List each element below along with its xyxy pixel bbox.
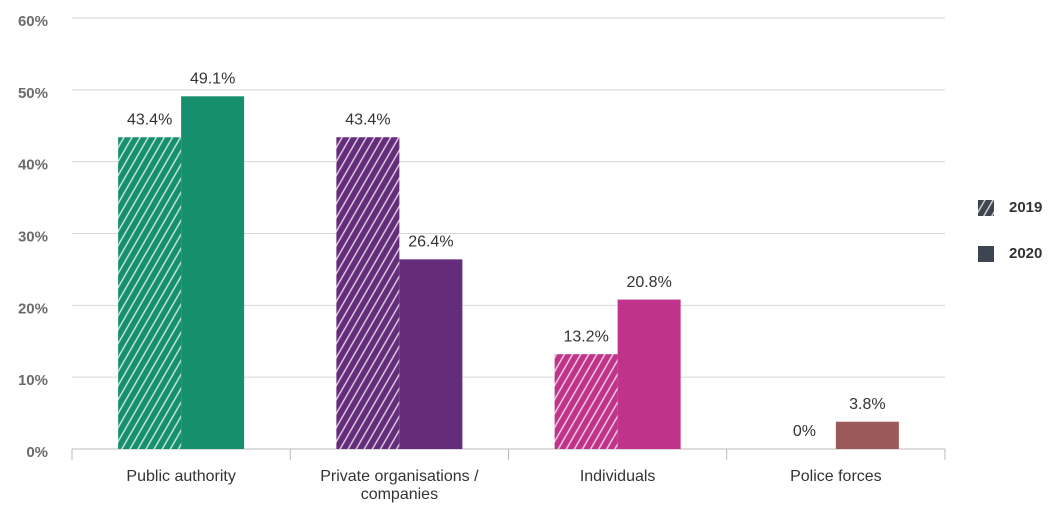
bar xyxy=(399,259,463,449)
y-tick-label: 60% xyxy=(18,13,48,30)
y-tick-label: 20% xyxy=(18,300,48,317)
y-tick-label: 50% xyxy=(18,85,48,102)
value-label: 49.1% xyxy=(190,71,235,88)
value-label: 43.4% xyxy=(127,111,172,128)
legend-marker xyxy=(978,200,994,216)
y-tick-label: 10% xyxy=(18,372,48,389)
y-tick-label: 30% xyxy=(18,228,48,245)
bar xyxy=(617,299,681,449)
legend-label: 2019 xyxy=(1009,199,1042,216)
bar xyxy=(554,354,618,449)
y-tick-label: 0% xyxy=(26,444,48,461)
y-tick-label: 40% xyxy=(18,157,48,174)
bar xyxy=(181,96,245,449)
bar xyxy=(835,421,899,449)
value-label: 13.2% xyxy=(563,328,608,345)
x-tick-label: Public authority xyxy=(126,468,236,485)
value-label: 3.8% xyxy=(849,396,885,413)
value-label: 26.4% xyxy=(408,234,453,251)
bar xyxy=(336,137,400,449)
bar xyxy=(118,137,182,449)
x-tick-label: Police forces xyxy=(790,468,882,485)
value-label: 0% xyxy=(793,423,816,440)
legend-marker xyxy=(978,246,994,262)
x-tick-label: Private organisations / companies xyxy=(320,468,479,503)
legend-label: 2020 xyxy=(1009,245,1042,262)
x-tick-label: Individuals xyxy=(579,468,656,485)
value-label: 20.8% xyxy=(626,274,671,291)
value-label: 43.4% xyxy=(345,111,390,128)
